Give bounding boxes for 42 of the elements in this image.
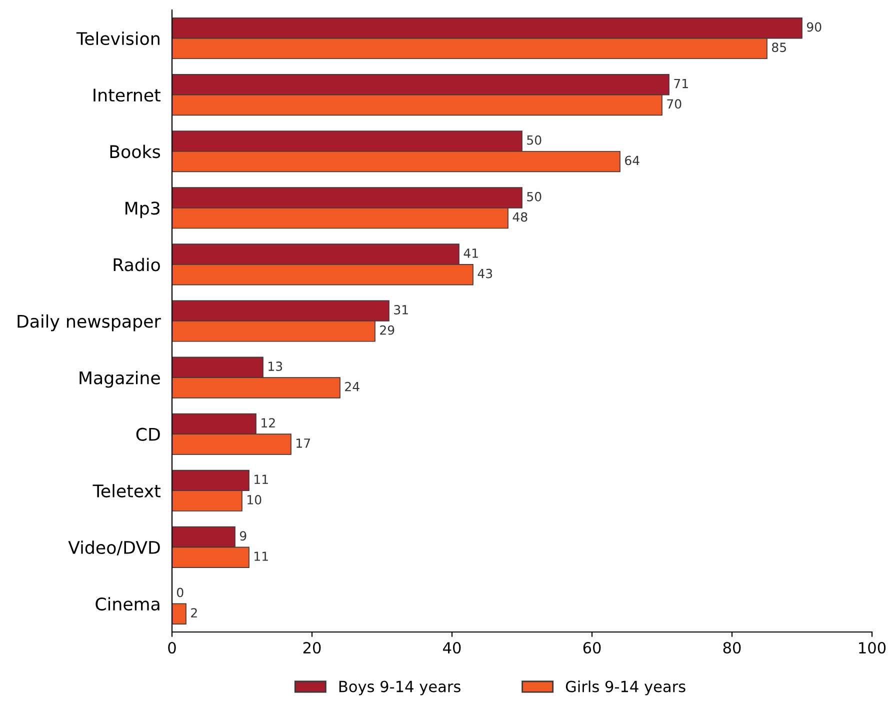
- legend-label: Boys 9-14 years: [339, 680, 460, 696]
- data-label: 29: [380, 325, 394, 335]
- y-tick-label: Mp3: [126, 202, 160, 218]
- data-label: 0: [176, 588, 184, 598]
- y-tick-label: Internet: [94, 88, 160, 102]
- data-label: 85: [772, 42, 786, 52]
- data-label: 41: [464, 248, 478, 258]
- data-label: 70: [667, 99, 682, 109]
- y-tick-label: Television: [76, 32, 160, 46]
- x-tick-label: 0: [168, 642, 176, 654]
- y-tick-label: Teletext: [92, 484, 160, 498]
- y-tick-label: Daily newspaper: [18, 314, 161, 332]
- x-tick-label: 40: [443, 642, 461, 654]
- data-label: 11: [254, 474, 268, 484]
- data-label: 9: [240, 531, 246, 541]
- data-label: 50: [527, 192, 542, 202]
- y-tick-label: Cinema: [96, 597, 160, 611]
- data-label: 10: [248, 494, 262, 504]
- data-label: 50: [527, 135, 542, 145]
- bar: [172, 603, 186, 625]
- data-label: 48: [512, 212, 528, 222]
- data-label: 13: [268, 362, 282, 371]
- data-label: 64: [625, 156, 640, 166]
- x-tick-label: 100: [859, 642, 886, 654]
- data-label: 43: [478, 268, 492, 278]
- x-tick-label: 80: [723, 642, 741, 654]
- y-tick-label: Video/DVD: [68, 540, 160, 556]
- y-tick-label: Books: [110, 144, 160, 158]
- x-tick-label: 20: [303, 642, 321, 654]
- data-label: 90: [806, 22, 822, 32]
- legend-label: Girls 9-14 years: [566, 680, 686, 696]
- data-label: 24: [345, 382, 360, 392]
- data-label: 2: [191, 608, 197, 618]
- x-tick-label: 60: [583, 642, 601, 654]
- data-label: 31: [394, 304, 408, 314]
- data-label: 71: [674, 78, 688, 88]
- y-tick-label: CD: [136, 428, 160, 441]
- y-tick-label: Radio: [114, 258, 160, 272]
- data-label: 17: [296, 438, 310, 448]
- y-tick-label: Magazine: [80, 370, 160, 388]
- data-label: 12: [262, 418, 275, 428]
- data-label: 11: [254, 552, 268, 561]
